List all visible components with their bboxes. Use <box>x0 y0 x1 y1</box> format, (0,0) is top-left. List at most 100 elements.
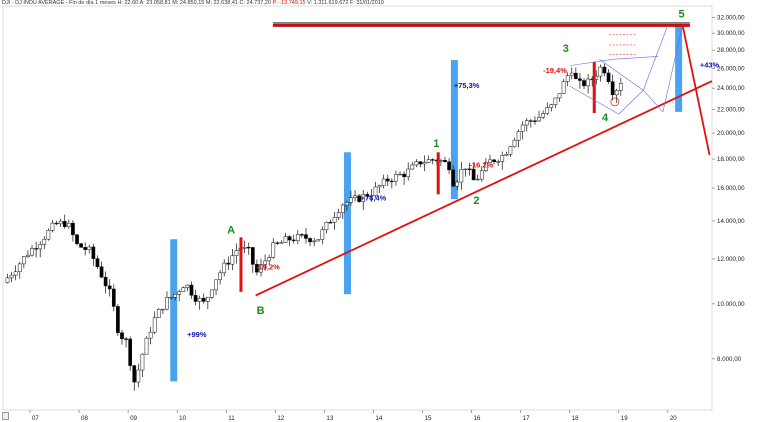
percent-annotation: -16,2% <box>470 160 494 169</box>
percent-annotation: -19,2% <box>256 262 280 271</box>
candle-body <box>9 274 14 279</box>
candle-body <box>177 291 182 295</box>
candle-body <box>62 221 67 227</box>
y-tick-label: 14.000,00 <box>717 218 745 225</box>
candle-body <box>30 248 34 256</box>
candle-body <box>230 255 235 265</box>
candle-body <box>488 159 492 163</box>
candle-body <box>279 242 284 244</box>
y-tick-label: 20.000,00 <box>717 130 745 137</box>
candle-body <box>463 168 468 170</box>
candle-body <box>246 246 251 249</box>
x-tick-label: 08 <box>81 415 88 422</box>
candle-body <box>50 222 55 231</box>
candle-body <box>316 239 321 242</box>
change-label: P: -13.749,15 <box>272 0 306 6</box>
candle-body <box>357 195 361 202</box>
symbol-label: DJI - DJ INDU AVERAGE <box>2 0 65 6</box>
candle-body <box>578 78 582 81</box>
percent-annotation: -19,4% <box>543 66 567 75</box>
y-tick-label: 12.000,00 <box>717 256 745 263</box>
candle-body <box>165 297 169 310</box>
candle-body <box>205 297 210 302</box>
candle-body <box>418 161 423 165</box>
candle-body <box>389 180 394 183</box>
candle-body <box>398 173 402 176</box>
candle-body <box>336 212 341 218</box>
candle-body <box>410 164 415 170</box>
candle-body <box>111 288 116 307</box>
candle-body <box>26 254 30 257</box>
candle-body <box>308 238 312 243</box>
candle-body <box>300 234 304 236</box>
wave-label: 1 <box>433 138 439 150</box>
candle-body <box>259 264 263 273</box>
y-tick-label: 26.000,00 <box>717 65 745 72</box>
candle-body <box>402 173 406 178</box>
candle-body <box>295 234 300 242</box>
candle-body <box>210 289 214 298</box>
candle-body <box>128 338 133 366</box>
candle-body <box>598 66 603 77</box>
candle-body <box>381 178 386 186</box>
y-tick-label: 10.000,00 <box>717 301 745 308</box>
candle-body <box>504 154 509 156</box>
candle-body <box>369 195 374 197</box>
candle-body <box>79 243 83 248</box>
projection-channel <box>569 25 683 115</box>
candle-body <box>406 168 411 178</box>
candle-body <box>312 240 317 243</box>
candle-body <box>373 186 378 196</box>
open-label: A: 23.058,81 <box>139 0 171 6</box>
wave-label: 5 <box>679 8 685 20</box>
candle-body <box>606 72 611 82</box>
channel-line <box>569 85 619 115</box>
corner-icon[interactable] <box>2 412 9 420</box>
candle-body <box>455 181 460 187</box>
percent-annotation: +43% <box>700 60 720 69</box>
candle-body <box>54 222 59 225</box>
candle-body <box>430 159 435 161</box>
candle-body <box>234 250 239 256</box>
candle-body <box>451 169 456 187</box>
wave-label: 4 <box>602 112 609 124</box>
trend-line <box>255 80 713 297</box>
candle-body <box>87 246 92 250</box>
x-tick-label: 13 <box>326 415 333 422</box>
candle-body <box>58 221 63 225</box>
chart-header: DJI - DJ INDU AVERAGE - Fin de día 1 mes… <box>2 0 384 6</box>
candle-body <box>156 309 161 318</box>
candle-body <box>467 168 472 170</box>
candle-body <box>189 284 194 296</box>
candle-body <box>17 263 22 273</box>
date-label: F: 31/01/2019 <box>349 0 384 6</box>
candle-body <box>99 266 104 278</box>
x-tick-label: 17 <box>523 415 530 422</box>
candle-body <box>561 81 566 94</box>
red-bar <box>436 152 440 195</box>
candle-body <box>345 202 349 206</box>
candle-body <box>13 271 18 276</box>
candle-body <box>394 174 398 182</box>
candle-body <box>255 264 259 273</box>
candle-body <box>586 78 590 87</box>
x-tick-label: 09 <box>130 415 137 422</box>
candle-body <box>304 234 308 239</box>
candle-body <box>226 262 231 265</box>
candle-body <box>152 317 157 333</box>
candle-body <box>602 66 607 74</box>
x-tick-label: 12 <box>277 415 284 422</box>
candle-body <box>116 306 120 333</box>
candle-body <box>38 244 43 250</box>
candle-body <box>533 120 537 122</box>
candle-body <box>365 194 370 197</box>
candle-body <box>328 222 333 224</box>
candle-body <box>120 332 124 340</box>
candle-body <box>475 178 480 181</box>
channel-line <box>662 25 683 112</box>
candle-body <box>222 262 227 274</box>
candle-body <box>459 169 464 183</box>
blue-bar <box>450 60 458 200</box>
